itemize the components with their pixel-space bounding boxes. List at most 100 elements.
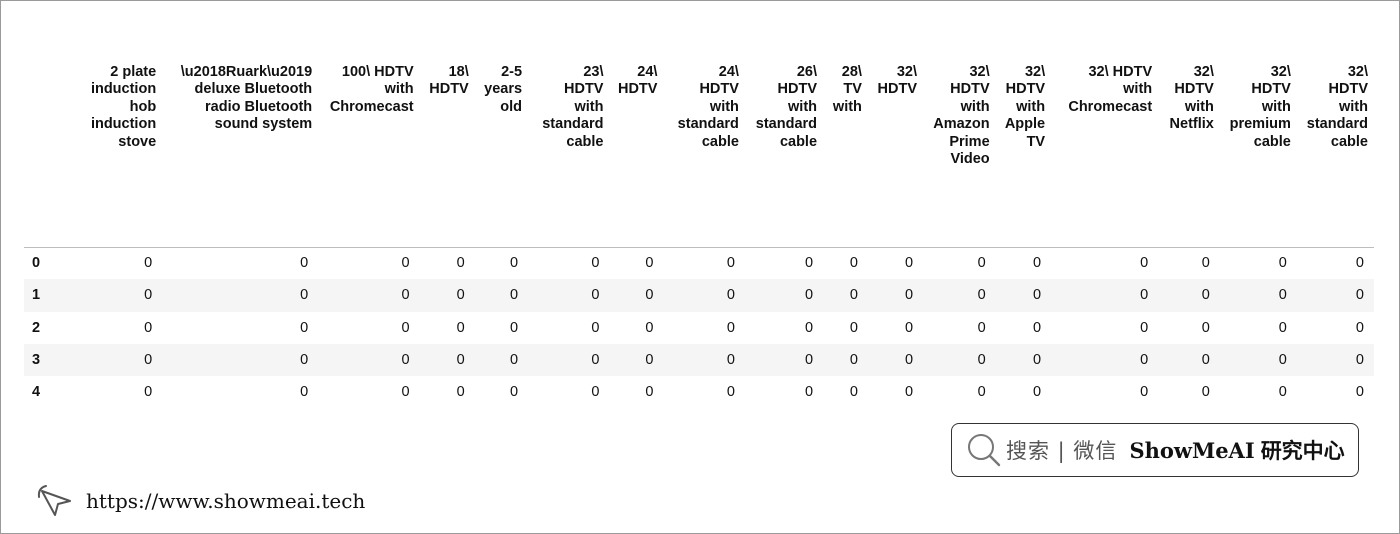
column-header: 26\ HDTV with standard cable <box>744 64 824 248</box>
table-cell: 0 <box>977 384 986 401</box>
table-cell: 0 <box>300 255 309 272</box>
column-header-line: standard <box>755 116 818 133</box>
table-cell: 0 <box>300 287 309 304</box>
header-row: 2 plate induction hob induction stove \u2018R… <box>24 64 1374 248</box>
table-cell: 0 <box>1140 319 1149 336</box>
table-cell: 0 <box>645 255 654 272</box>
table-cell: 0 <box>591 384 600 401</box>
table-cell: 0 <box>1140 255 1149 272</box>
cursor-icon <box>37 485 71 516</box>
table-cell: 0 <box>1201 384 1210 401</box>
table-cell: 0 <box>726 287 735 304</box>
table-cell: 0 <box>977 352 986 369</box>
table-cell: 0 <box>904 319 914 336</box>
column-header-line: years <box>484 81 523 98</box>
column-header-line: 100\ HDTV <box>341 64 414 80</box>
column-header-line: 26\ <box>796 64 818 80</box>
column-header-line: Amazon <box>933 116 990 133</box>
table-cell: 0 <box>849 287 858 304</box>
row-index: 1 <box>32 287 41 304</box>
column-header: 24\ HDTV with standard cable <box>663 64 745 248</box>
table-cell: 0 <box>401 352 410 369</box>
wechat-search-banner: 搜索 | 微信 ShowMeAI 研究中心 <box>951 423 1359 477</box>
table-cell: 0 <box>1355 384 1364 401</box>
column-header-line: HDTV <box>564 81 604 98</box>
table-row: 2 0 0 0 0 0 0 0 0 0 0 0 0 0 0 0 0 0 <box>24 312 1374 344</box>
table-cell: 0 <box>401 287 410 304</box>
table-cell: 0 <box>1201 319 1210 336</box>
table-cell: 0 <box>591 255 600 272</box>
table-cell: 0 <box>144 319 153 336</box>
table-cell: 0 <box>1355 287 1364 304</box>
column-header-line: with <box>1261 98 1291 115</box>
table-cell: 0 <box>144 255 153 272</box>
table-cell: 0 <box>977 319 986 336</box>
table-cell: 0 <box>849 352 858 369</box>
column-header: 23\ HDTV with standard cable <box>528 64 610 248</box>
column-header-line: stove <box>118 133 157 150</box>
table-cell: 0 <box>1278 319 1287 336</box>
column-header-line: radio Bluetooth <box>205 98 313 115</box>
table-cell: 0 <box>804 287 814 304</box>
table-cell: 0 <box>1033 255 1042 272</box>
search-icon <box>968 434 1001 467</box>
column-header: \u2018Ruark\u2019 deluxe Bluetooth radio B… <box>162 64 319 248</box>
column-header-line: HDTV <box>617 81 658 98</box>
column-header: 32\ HDTV <box>867 64 924 248</box>
table-cell: 0 <box>401 255 410 272</box>
column-header-line: 32\ <box>1347 64 1368 80</box>
table-cell: 0 <box>401 384 410 401</box>
column-header-line: Video <box>950 151 990 168</box>
brand-name: ShowMeAI <box>1129 437 1255 463</box>
column-header-line: HDTV <box>429 81 469 98</box>
column-header-line: Chromecast <box>1068 98 1153 115</box>
column-header-line: with <box>384 81 414 98</box>
column-header-line: cable <box>1253 133 1291 150</box>
row-index: 3 <box>32 352 41 369</box>
table-cell: 0 <box>1140 384 1149 401</box>
column-header: 32\ HDTV with Apple TV <box>995 64 1052 248</box>
column-header-line: 32\ HDTV <box>1088 64 1153 80</box>
dataframe-table: 2 plate induction hob induction stove \u2018R… <box>24 64 1374 404</box>
column-header-line: Apple <box>1004 116 1046 133</box>
column-header: 2 plate induction hob induction stove <box>66 64 163 248</box>
column-header: 100\ HDTV with Chromecast <box>318 64 420 248</box>
table-cell: 0 <box>977 255 986 272</box>
table-cell: 0 <box>804 255 814 272</box>
column-header-line: Netflix <box>1169 116 1214 133</box>
column-header-line: 24\ <box>718 64 739 80</box>
column-header-line: with <box>1123 81 1153 98</box>
table-cell: 0 <box>509 287 519 304</box>
table-cell: 0 <box>645 319 654 336</box>
site-link: https://www.showmeai.tech <box>36 483 365 519</box>
table-cell: 0 <box>1278 287 1287 304</box>
table-cell: 0 <box>904 352 914 369</box>
table-cell: 0 <box>591 352 600 369</box>
column-header-line: HDTV <box>950 81 990 98</box>
table-cell: 0 <box>300 384 309 401</box>
column-header-line: 32\ <box>969 64 990 80</box>
column-header-line: premium <box>1229 116 1291 133</box>
table-cell: 0 <box>804 319 814 336</box>
column-header: 28\ TV with <box>823 64 868 248</box>
table-cell: 0 <box>144 352 153 369</box>
column-header: 18\ HDTV <box>419 64 475 248</box>
column-header-line: 28\ <box>841 64 862 80</box>
column-header-line: cable <box>1330 133 1368 150</box>
table-cell: 0 <box>1033 352 1042 369</box>
table-cell: 0 <box>456 287 465 304</box>
table-row: 1 0 0 0 0 0 0 0 0 0 0 0 0 0 0 0 0 0 <box>24 279 1374 312</box>
table-cell: 0 <box>1201 352 1210 369</box>
table-cell: 0 <box>401 319 410 336</box>
table-cell: 0 <box>1033 384 1042 401</box>
column-header-line: with <box>1339 98 1368 115</box>
column-header-line: 24\ <box>637 64 658 80</box>
table-cell: 0 <box>804 384 814 401</box>
table-cell: 0 <box>1033 319 1042 336</box>
column-header-line: TV <box>1026 133 1046 150</box>
search-label: 搜索 | 微信 <box>1006 439 1118 463</box>
table-cell: 0 <box>144 287 153 304</box>
column-header-line: HDTV <box>1005 81 1046 98</box>
column-header-line: \u2018Ruark\u2019 <box>180 64 313 80</box>
table-cell: 0 <box>1140 352 1149 369</box>
